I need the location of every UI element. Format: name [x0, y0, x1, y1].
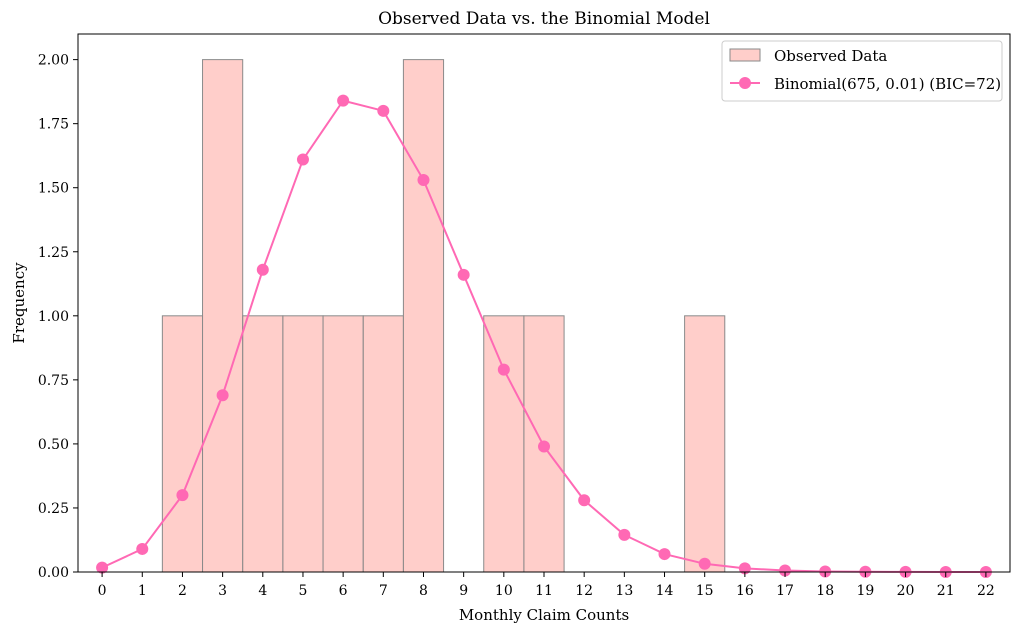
bar-4 — [242, 315, 284, 573]
x-tick-label-1: 1 — [138, 583, 147, 599]
binomial-point-18 — [819, 565, 832, 578]
binomial-point-5 — [296, 153, 309, 166]
y-tick-label-1.25: 1.25 — [38, 245, 69, 261]
binomial-point-11 — [538, 440, 550, 453]
binomial-point-16 — [738, 562, 751, 575]
x-axis: 0 1 2 3 4 5 6 7 8 9 10 11 12 13 14 15 16 17 18 19 20 21 22 — [98, 572, 995, 599]
legend-label-binomial: Binomial(675, 0.01) (BIC=72) — [774, 75, 1001, 93]
bar-6 — [322, 315, 364, 573]
binomial-point-9 — [457, 268, 470, 281]
bar-5 — [282, 315, 324, 573]
bar-15 — [684, 315, 726, 573]
x-tick-label-13: 13 — [615, 583, 633, 599]
bar-10 — [483, 315, 525, 573]
legend-label-observed: Observed Data — [774, 47, 887, 65]
binomial-point-0 — [96, 561, 109, 574]
legend: Observed Data Binomial(675, 0.01) (BIC=7… — [721, 40, 1003, 102]
y-axis-label: Frequency — [10, 262, 28, 344]
x-tick-label-15: 15 — [696, 583, 714, 599]
bar-2 — [161, 315, 204, 573]
y-tick-label-0.25: 0.25 — [38, 501, 69, 517]
bar-3 — [202, 59, 244, 573]
x-tick-label-5: 5 — [299, 583, 308, 599]
binomial-point-10 — [497, 363, 510, 376]
binomial-point-15 — [698, 557, 711, 570]
binomial-point-1 — [136, 542, 149, 555]
x-tick-label-20: 20 — [897, 583, 915, 599]
y-tick-label-1.75: 1.75 — [38, 117, 69, 133]
x-tick-label-4: 4 — [258, 583, 267, 599]
x-tick-label-11: 11 — [535, 583, 553, 599]
x-tick-label-19: 19 — [856, 583, 874, 599]
binomial-point-8 — [417, 174, 430, 187]
x-tick-label-14: 14 — [656, 583, 674, 599]
bar-series-observed — [161, 59, 726, 573]
legend-swatch-binomial-marker — [739, 77, 751, 89]
x-tick-label-10: 10 — [495, 583, 513, 599]
x-tick-label-17: 17 — [776, 583, 794, 599]
y-tick-label-0.50: 0.50 — [38, 437, 69, 453]
binomial-point-13 — [618, 528, 631, 541]
chart-title: Observed Data vs. the Binomial Model — [378, 9, 710, 29]
y-tick-label-0.00: 0.00 — [38, 565, 69, 581]
y-tick-label-0.75: 0.75 — [38, 373, 69, 389]
x-tick-label-18: 18 — [816, 583, 834, 599]
bar-8 — [402, 59, 445, 573]
binomial-point-4 — [256, 263, 269, 276]
y-tick-label-1.00: 1.00 — [38, 309, 69, 325]
x-tick-label-2: 2 — [178, 583, 187, 599]
binomial-point-3 — [216, 389, 229, 402]
legend-swatch-observed — [729, 48, 761, 62]
x-tick-label-6: 6 — [339, 583, 348, 599]
x-tick-label-8: 8 — [419, 583, 428, 599]
bar-7 — [362, 315, 404, 573]
x-tick-label-9: 9 — [459, 583, 468, 599]
x-tick-label-12: 12 — [575, 583, 593, 599]
x-tick-label-3: 3 — [218, 583, 227, 599]
binomial-point-6 — [337, 94, 350, 107]
y-tick-label-2.00: 2.00 — [38, 53, 69, 69]
x-axis-label: Monthly Claim Counts — [459, 606, 629, 624]
binomial-point-7 — [377, 104, 390, 117]
x-tick-label-16: 16 — [736, 583, 754, 599]
binomial-point-14 — [658, 548, 671, 561]
legend-frame — [721, 40, 1003, 102]
binomial-point-17 — [779, 564, 792, 577]
y-axis: 0.00 0.25 0.50 0.75 1.00 1.25 1.50 1.75 2.00 — [38, 53, 78, 581]
x-tick-label-7: 7 — [379, 583, 388, 599]
binomial-point-12 — [578, 494, 591, 507]
x-tick-label-22: 22 — [977, 583, 995, 599]
x-tick-label-21: 21 — [937, 583, 955, 599]
x-tick-label-0: 0 — [98, 583, 107, 599]
y-tick-label-1.50: 1.50 — [38, 181, 69, 197]
binomial-point-2 — [176, 489, 189, 502]
